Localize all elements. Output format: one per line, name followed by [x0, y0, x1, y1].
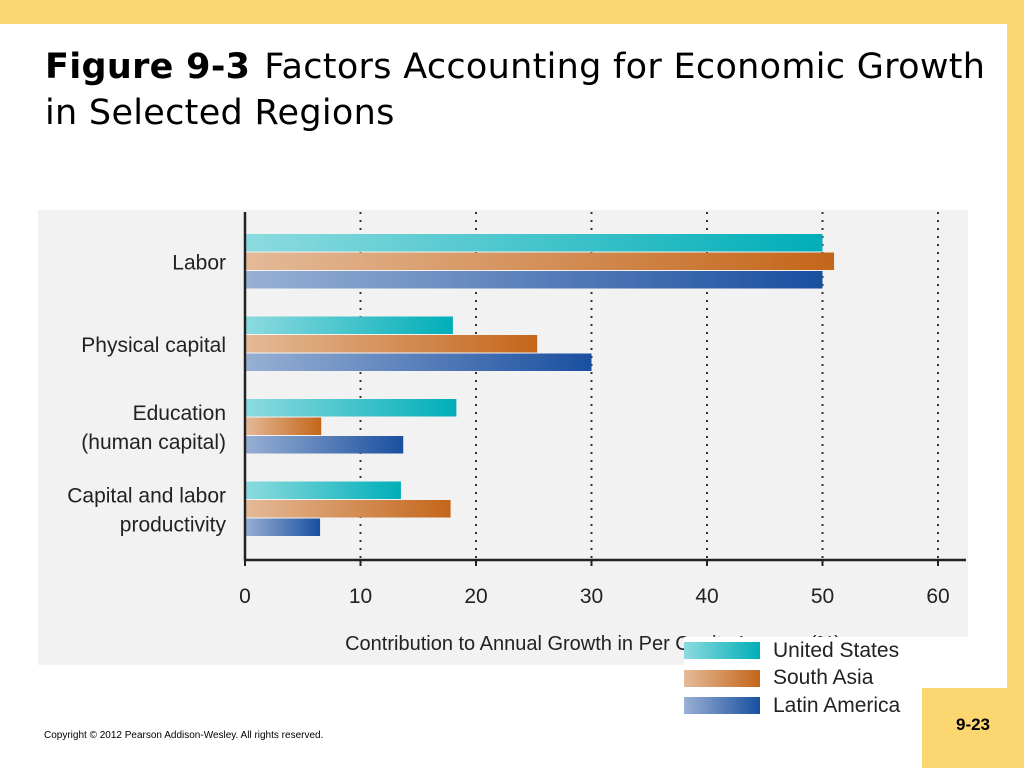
- figure-label: Figure 9-3: [45, 47, 251, 87]
- bar-latin-america-2: [245, 436, 404, 454]
- category-label-3-0: Capital and labor: [67, 484, 226, 507]
- legend-item-united-states: United States: [684, 637, 974, 665]
- slide-title: Figure 9-3 Factors Accounting for Economi…: [45, 44, 995, 136]
- legend-swatch: [684, 697, 760, 715]
- legend-item-south-asia: South Asia: [684, 665, 974, 693]
- title-text: Factors Accounting for Economic Growth i…: [45, 47, 986, 133]
- bar-united-states-1: [245, 316, 453, 334]
- legend-swatch: [684, 669, 760, 687]
- bar-latin-america-3: [245, 518, 321, 536]
- top-frame-bar: [0, 0, 1024, 24]
- legend-label: Latin America: [773, 693, 901, 717]
- category-label-2-1: (human capital): [81, 431, 226, 454]
- category-label-1-0: Physical capital: [81, 334, 226, 357]
- bar-united-states-0: [245, 234, 823, 252]
- bar-south-asia-0: [245, 252, 835, 270]
- x-tick-label-0: 0: [239, 585, 251, 608]
- bar-south-asia-1: [245, 335, 538, 353]
- chart-legend: United States South Asia Latin America: [684, 637, 974, 720]
- bar-chart: Labor Physical capital Education (human cap…: [67, 212, 966, 655]
- copyright-notice: Copyright © 2012 Pearson Addison-Wesley.…: [44, 730, 324, 741]
- x-tick-label-30: 30: [580, 585, 603, 608]
- bar-latin-america-0: [245, 271, 823, 289]
- x-tick-label-60: 60: [926, 585, 949, 608]
- bar-united-states-2: [245, 399, 457, 417]
- bar-latin-america-1: [245, 353, 592, 371]
- chart-area: Labor Physical capital Education (human cap…: [38, 210, 974, 720]
- bar-south-asia-3: [245, 500, 451, 518]
- x-tick-label-50: 50: [811, 585, 834, 608]
- right-frame-bar: [1007, 0, 1024, 768]
- legend-swatch: [684, 642, 760, 660]
- bar-united-states-3: [245, 481, 401, 499]
- page-number-badge: 9-23: [922, 688, 1024, 768]
- legend-label: South Asia: [773, 666, 874, 690]
- x-tick-label-40: 40: [695, 585, 718, 608]
- category-label-2-0: Education: [133, 402, 226, 425]
- page-number: 9-23: [955, 715, 991, 734]
- legend-label: United States: [773, 638, 900, 662]
- x-tick-label-10: 10: [349, 585, 372, 608]
- bar-south-asia-2: [245, 417, 322, 435]
- legend-item-latin-america: Latin America: [684, 692, 974, 720]
- x-tick-label-20: 20: [464, 585, 487, 608]
- category-label-3-1: productivity: [120, 513, 227, 536]
- category-label-0-0: Labor: [172, 251, 226, 274]
